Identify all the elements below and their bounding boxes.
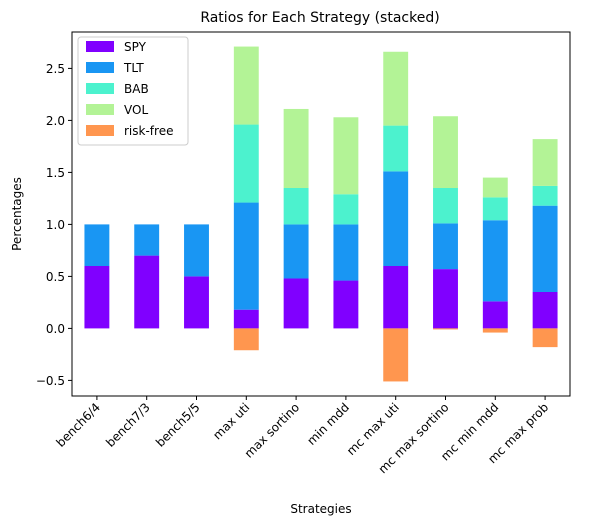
legend-label-bab: BAB xyxy=(124,82,149,96)
bar-vol-mc-max-uti xyxy=(383,51,409,126)
legend-swatch-vol xyxy=(86,104,114,115)
bar-bab-mc-min-mdd xyxy=(482,197,508,221)
bar-risk-free-mc-min-mdd xyxy=(482,328,508,333)
bar-spy-bench6-4 xyxy=(84,266,110,329)
bar-bab-mc-max-prob xyxy=(532,185,558,206)
y-axis-label: Percentages xyxy=(10,177,24,251)
bar-spy-max-uti xyxy=(233,309,259,329)
y-axis: −0.5 0.0 0.5 1.0 1.5 2.0 2.5 xyxy=(36,62,72,388)
bar-tlt-mc-min-mdd xyxy=(482,220,508,302)
bar-tlt-bench6-4 xyxy=(84,224,110,266)
bar-bab-mc-max-uti xyxy=(383,125,409,172)
bar-tlt-bench7-3 xyxy=(134,224,160,256)
bar-vol-mc-min-mdd xyxy=(482,177,508,198)
bar-spy-mc-max-prob xyxy=(532,292,558,329)
x-tick-label: bench7/3 xyxy=(103,400,153,450)
bar-spy-min-mdd xyxy=(333,280,359,329)
bar-vol-max-uti xyxy=(233,46,259,125)
bar-tlt-mc-max-prob xyxy=(532,205,558,292)
legend-swatch-spy xyxy=(86,41,114,52)
bar-tlt-min-mdd xyxy=(333,224,359,281)
bar-spy-mc-max-sortino xyxy=(433,269,458,329)
bar-spy-bench7-3 xyxy=(134,255,160,329)
bar-tlt-bench5-5 xyxy=(184,224,209,277)
legend-swatch-tlt xyxy=(86,62,114,73)
y-tick-label: −0.5 xyxy=(36,374,65,388)
bar-bab-max-sortino xyxy=(283,188,309,225)
legend-label-spy: SPY xyxy=(124,40,147,54)
y-tick-label: 0.0 xyxy=(46,322,65,336)
bars-group xyxy=(84,46,558,382)
bar-tlt-mc-max-uti xyxy=(383,171,409,266)
y-tick-label: 1.0 xyxy=(46,218,65,232)
bar-spy-bench5-5 xyxy=(184,276,209,329)
bar-vol-mc-max-prob xyxy=(532,139,558,186)
legend-label-tlt: TLT xyxy=(123,61,144,75)
x-tick-label: max uti xyxy=(210,400,252,442)
bar-tlt-max-uti xyxy=(233,202,259,310)
bar-bab-max-uti xyxy=(233,124,259,203)
legend-label-risk-free: risk-free xyxy=(124,124,173,138)
x-tick-label: min mdd xyxy=(304,400,352,448)
plot-border xyxy=(71,31,571,397)
y-tick-label: 2.0 xyxy=(46,114,65,128)
bar-vol-max-sortino xyxy=(283,108,309,188)
legend: SPY TLT BAB VOL risk-free xyxy=(77,36,189,146)
x-tick-label: bench5/5 xyxy=(153,400,203,450)
y-tick-label: 0.5 xyxy=(46,270,65,284)
bar-risk-free-max-uti xyxy=(233,328,259,351)
bar-spy-mc-min-mdd xyxy=(482,301,508,329)
bar-bab-mc-max-sortino xyxy=(433,188,458,224)
legend-swatch-bab xyxy=(86,83,114,94)
legend-swatch-risk-free xyxy=(86,125,114,136)
x-axis-label: Strategies xyxy=(290,502,351,516)
legend-label-vol: VOL xyxy=(124,103,148,117)
bar-risk-free-mc-max-uti xyxy=(383,328,409,382)
bar-risk-free-mc-max-sortino xyxy=(433,328,458,330)
y-tick-label: 1.5 xyxy=(46,166,65,180)
y-tick-label: 2.5 xyxy=(46,62,65,76)
bar-spy-mc-max-uti xyxy=(383,266,409,329)
x-tick-label: bench6/4 xyxy=(53,400,103,450)
bar-bab-min-mdd xyxy=(333,194,359,225)
chart-title: Ratios for Each Strategy (stacked) xyxy=(200,10,439,26)
bar-spy-max-sortino xyxy=(283,278,309,329)
bar-tlt-mc-max-sortino xyxy=(433,223,458,270)
bar-vol-mc-max-sortino xyxy=(433,116,458,188)
bar-risk-free-mc-max-prob xyxy=(532,328,558,348)
bar-tlt-max-sortino xyxy=(283,224,309,279)
bar-vol-min-mdd xyxy=(333,117,359,195)
